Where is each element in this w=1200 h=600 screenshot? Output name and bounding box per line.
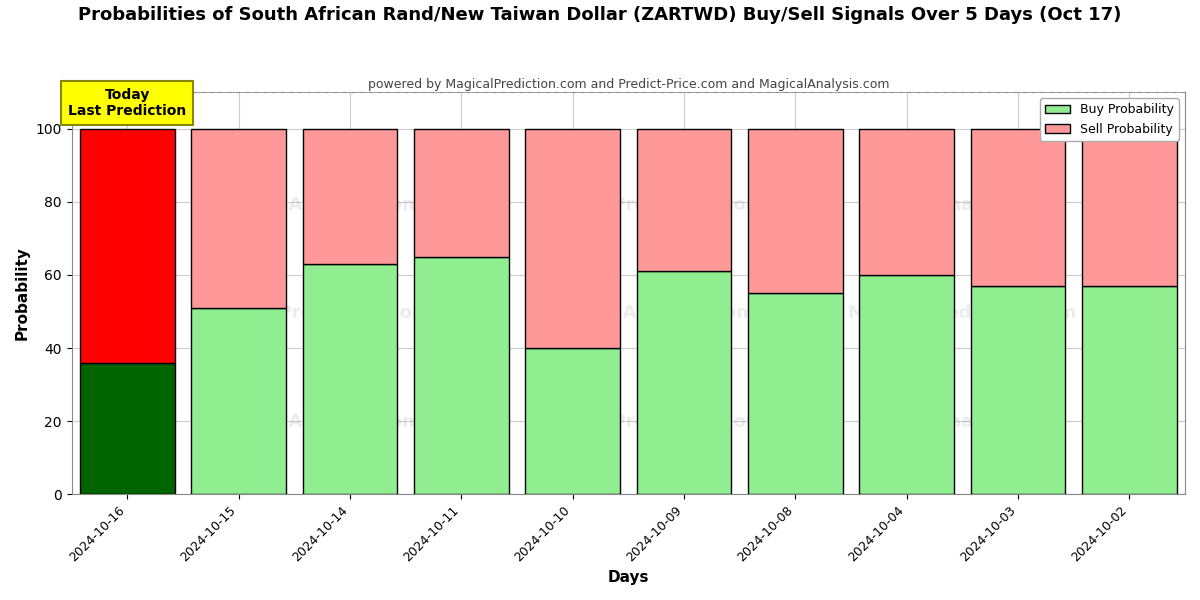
Bar: [302, 129, 397, 264]
Bar: [637, 129, 731, 271]
Text: MagicalPrediction.com: MagicalPrediction.com: [536, 196, 766, 214]
Bar: [526, 129, 620, 348]
Text: MagicalAnalysis.com: MagicalAnalysis.com: [857, 196, 1067, 214]
Text: Today
Last Prediction: Today Last Prediction: [68, 88, 186, 118]
Bar: [971, 286, 1066, 494]
Bar: [748, 129, 842, 293]
Bar: [637, 271, 731, 494]
Text: MagicalAnalysis.com: MagicalAnalysis.com: [857, 413, 1067, 431]
Text: MagicalAnalysis.com: MagicalAnalysis.com: [546, 304, 756, 322]
Bar: [859, 275, 954, 494]
Bar: [526, 348, 620, 494]
Bar: [859, 129, 954, 275]
Text: MagicalAnalysis.com: MagicalAnalysis.com: [211, 413, 421, 431]
Text: Probabilities of South African Rand/New Taiwan Dollar (ZARTWD) Buy/Sell Signals : Probabilities of South African Rand/New …: [78, 6, 1122, 24]
X-axis label: Days: Days: [607, 570, 649, 585]
Bar: [80, 362, 175, 494]
Y-axis label: Probability: Probability: [16, 246, 30, 340]
Text: MagicalAnalysis.com: MagicalAnalysis.com: [211, 196, 421, 214]
Text: MagicalPrediction.com: MagicalPrediction.com: [202, 304, 431, 322]
Bar: [414, 129, 509, 257]
Bar: [971, 129, 1066, 286]
Bar: [80, 129, 175, 362]
Bar: [748, 293, 842, 494]
Bar: [1082, 286, 1177, 494]
Text: MagicalPrediction.com: MagicalPrediction.com: [847, 304, 1078, 322]
Bar: [191, 129, 286, 308]
Bar: [302, 264, 397, 494]
Bar: [414, 257, 509, 494]
Bar: [1082, 129, 1177, 286]
Text: MagicalPrediction.com: MagicalPrediction.com: [536, 413, 766, 431]
Bar: [191, 308, 286, 494]
Legend: Buy Probability, Sell Probability: Buy Probability, Sell Probability: [1040, 98, 1178, 140]
Title: powered by MagicalPrediction.com and Predict-Price.com and MagicalAnalysis.com: powered by MagicalPrediction.com and Pre…: [367, 78, 889, 91]
